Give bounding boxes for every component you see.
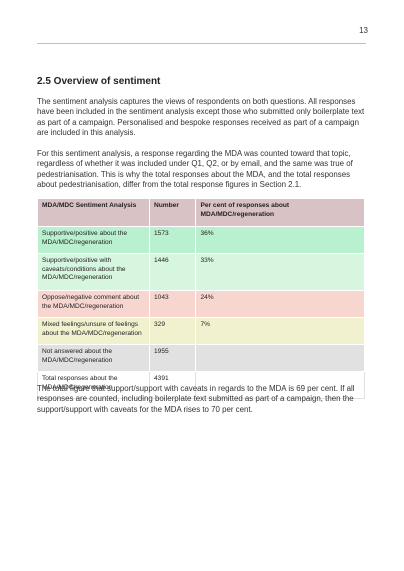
table-row-supportive-caveats: Supportive/positive with caveats/conditi… [37, 253, 365, 291]
row-percent [195, 371, 365, 399]
row-label: Supportive/positive with caveats/conditi… [37, 253, 150, 291]
row-number: 329 [148, 317, 197, 345]
row-number: 4391 [148, 371, 197, 399]
paragraph-method: For this sentiment analysis, a response … [37, 149, 353, 190]
row-number: 1446 [148, 253, 197, 291]
column-header-analysis: MDA/MDC Sentiment Analysis [37, 198, 150, 227]
column-header-percent: Per cent of responses about MDA/MDC/rege… [195, 198, 365, 227]
row-percent [195, 344, 365, 372]
table-row-supportive: Supportive/positive about the MDA/MDC/re… [37, 226, 365, 254]
column-header-number: Number [148, 198, 197, 227]
paragraph-intro: The sentiment analysis captures the view… [37, 97, 365, 138]
row-percent: 33% [195, 253, 365, 291]
table-row-mixed: Mixed feelings/unsure of feelings about … [37, 317, 365, 345]
row-label: Supportive/positive about the MDA/MDC/re… [37, 226, 150, 254]
page-number: 13 [359, 26, 368, 35]
table-row-total: Total responses about the MDA/MDC/regene… [37, 371, 365, 399]
table-row-not-answered: Not answered about the MDA/MDC/regenerat… [37, 344, 365, 372]
table-row-oppose: Oppose/negative comment about the MDA/MD… [37, 290, 365, 318]
row-percent: 24% [195, 290, 365, 318]
sentiment-table: MDA/MDC Sentiment Analysis Number Per ce… [37, 198, 365, 399]
row-percent: 36% [195, 226, 365, 254]
paragraph-summary: The total figure that support/support wi… [37, 384, 355, 414]
section-heading: 2.5 Overview of sentiment [37, 76, 161, 87]
row-label: Total responses about the MDA/MDC/regene… [37, 371, 150, 399]
row-number: 1043 [148, 290, 197, 318]
header-divider [37, 43, 366, 44]
row-percent: 7% [195, 317, 365, 345]
row-label: Oppose/negative comment about the MDA/MD… [37, 290, 150, 318]
row-label: Not answered about the MDA/MDC/regenerat… [37, 344, 150, 372]
row-number: 1573 [148, 226, 197, 254]
row-label: Mixed feelings/unsure of feelings about … [37, 317, 150, 345]
table-header-row: MDA/MDC Sentiment Analysis Number Per ce… [37, 198, 365, 227]
row-number: 1955 [148, 344, 197, 372]
